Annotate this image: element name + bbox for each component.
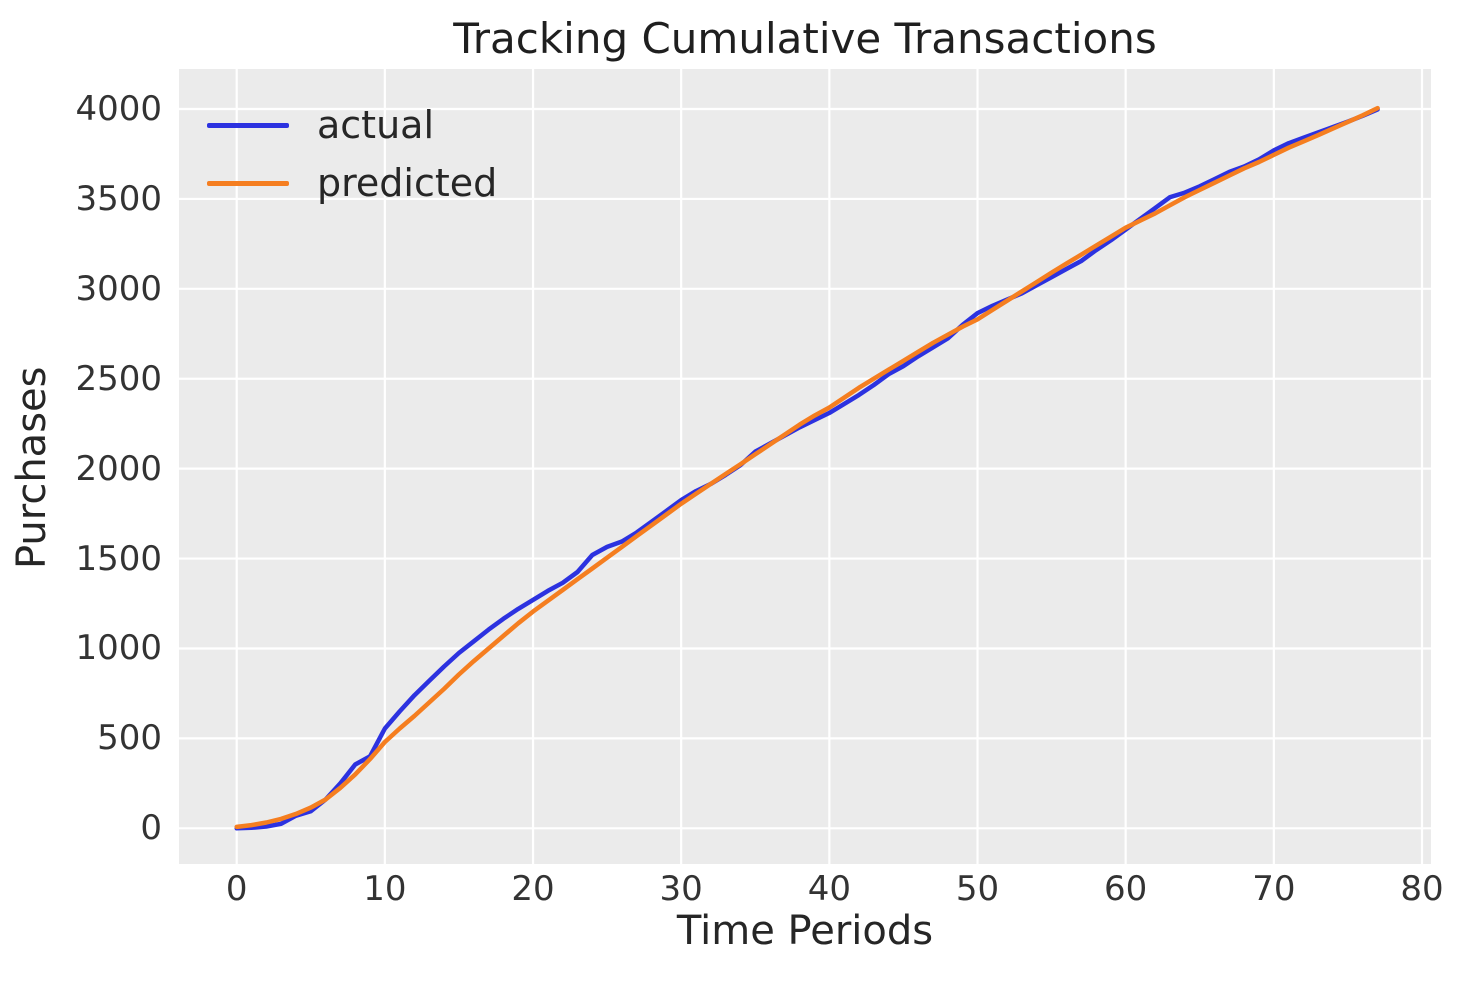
x-tick-label-50: 50 (955, 869, 1000, 909)
legend: actual predicted (207, 96, 497, 212)
series-line-predicted (234, 105, 1380, 830)
y-tick-label-3500: 3500 (75, 178, 162, 219)
x-tick-label-20: 20 (511, 869, 555, 909)
y-tick-label-2500: 2500 (75, 358, 162, 399)
chart-title: Tracking Cumulative Transactions (453, 14, 1157, 63)
y-tick-label-0: 0 (140, 808, 162, 849)
series-line-actual (234, 107, 1380, 831)
predicted-line-swatch (207, 180, 289, 186)
y-tick-label-4000: 4000 (75, 89, 162, 129)
x-tick-label-40: 40 (807, 869, 851, 909)
actual-line-swatch (207, 122, 289, 128)
x-tick-label-80: 80 (1400, 869, 1444, 909)
x-tick-label-70: 70 (1252, 869, 1296, 909)
plot-background (179, 69, 1431, 864)
y-tick-label-1000: 1000 (75, 628, 162, 669)
y-tick-label-2000: 2000 (75, 448, 162, 489)
x-axis-label: Time Periods (676, 908, 934, 954)
legend-entry-actual: actual (207, 96, 497, 154)
x-tick-label-30: 30 (659, 869, 703, 909)
y-tick-label-3000: 3000 (75, 268, 162, 309)
x-tick-label-0: 0 (225, 869, 248, 909)
legend-label-predicted: predicted (317, 161, 498, 205)
x-tick-label-60: 60 (1104, 869, 1148, 909)
legend-label-actual: actual (317, 103, 435, 147)
legend-entry-predicted: predicted (207, 154, 497, 212)
y-tick-label-1500: 1500 (75, 538, 162, 579)
x-tick-label-10: 10 (363, 869, 407, 909)
y-tick-label-500: 500 (97, 718, 162, 759)
